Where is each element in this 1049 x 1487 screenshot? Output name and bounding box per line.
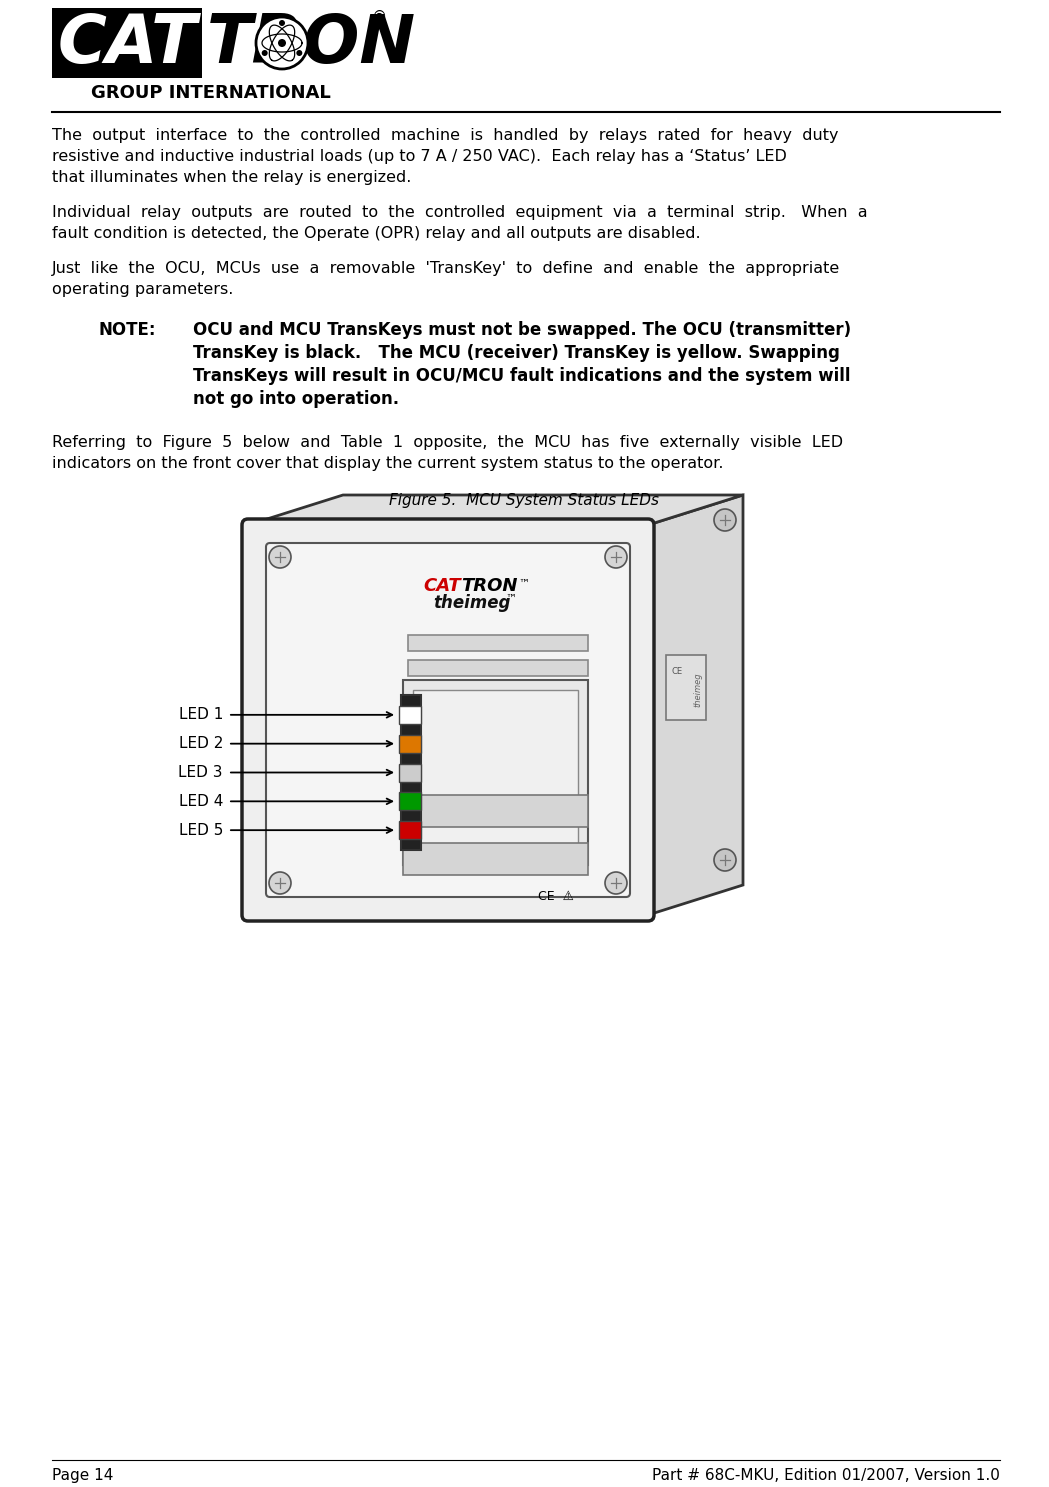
Circle shape xyxy=(269,871,291,894)
Text: Just  like  the  OCU,  MCUs  use  a  removable  'TransKey'  to  define  and  ena: Just like the OCU, MCUs use a removable … xyxy=(52,262,840,277)
Text: that illuminates when the relay is energized.: that illuminates when the relay is energ… xyxy=(52,170,411,184)
Text: NOTE:: NOTE: xyxy=(98,321,155,339)
Bar xyxy=(413,690,578,855)
Text: ®: ® xyxy=(372,10,387,25)
Text: OCU and MCU TransKeys must not be swapped. The OCU (transmitter): OCU and MCU TransKeys must not be swappe… xyxy=(193,321,851,339)
Bar xyxy=(401,694,421,851)
Text: CAT: CAT xyxy=(58,10,197,77)
Text: indicators on the front cover that display the current system status to the oper: indicators on the front cover that displ… xyxy=(52,457,724,471)
Bar xyxy=(399,706,421,724)
Bar xyxy=(399,821,421,839)
Bar xyxy=(399,793,421,810)
Text: operating parameters.: operating parameters. xyxy=(52,283,233,297)
Text: CE: CE xyxy=(671,668,682,677)
Text: GROUP INTERNATIONAL: GROUP INTERNATIONAL xyxy=(91,83,330,103)
Circle shape xyxy=(714,849,736,871)
Text: LED 3: LED 3 xyxy=(178,764,223,781)
Text: LED 5: LED 5 xyxy=(178,822,223,837)
Text: LED 2: LED 2 xyxy=(178,736,223,751)
Text: resistive and inductive industrial loads (up to 7 A / 250 VAC).  Each relay has : resistive and inductive industrial loads… xyxy=(52,149,787,164)
Text: The  output  interface  to  the  controlled  machine  is  handled  by  relays  r: The output interface to the controlled m… xyxy=(52,128,838,143)
Text: CE  ⚠: CE ⚠ xyxy=(538,891,574,903)
Circle shape xyxy=(296,51,302,57)
Circle shape xyxy=(278,39,286,48)
Text: ™: ™ xyxy=(505,593,516,604)
Text: theimeg: theimeg xyxy=(693,672,703,708)
Bar xyxy=(403,843,588,874)
Text: Individual  relay  outputs  are  routed  to  the  controlled  equipment  via  a : Individual relay outputs are routed to t… xyxy=(52,205,868,220)
Circle shape xyxy=(605,546,627,568)
Text: theimeg: theimeg xyxy=(433,593,511,613)
FancyBboxPatch shape xyxy=(266,543,630,897)
Circle shape xyxy=(269,546,291,568)
Text: Figure 5.  MCU System Status LEDs: Figure 5. MCU System Status LEDs xyxy=(389,494,659,509)
Text: TransKeys will result in OCU/MCU fault indications and the system will: TransKeys will result in OCU/MCU fault i… xyxy=(193,367,851,385)
Polygon shape xyxy=(248,495,743,525)
Text: TransKey is black.   The MCU (receiver) TransKey is yellow. Swapping: TransKey is black. The MCU (receiver) Tr… xyxy=(193,343,840,361)
Text: Page 14: Page 14 xyxy=(52,1468,113,1483)
Bar xyxy=(666,654,706,720)
Text: LED 4: LED 4 xyxy=(178,794,223,809)
Circle shape xyxy=(279,19,285,25)
Text: TRON: TRON xyxy=(207,10,416,77)
Text: Part # 68C-MKU, Edition 01/2007, Version 1.0: Part # 68C-MKU, Edition 01/2007, Version… xyxy=(652,1468,1000,1483)
Text: Referring  to  Figure  5  below  and  Table  1  opposite,  the  MCU  has  five  : Referring to Figure 5 below and Table 1 … xyxy=(52,436,843,451)
Bar xyxy=(399,735,421,752)
Bar xyxy=(408,660,588,677)
Text: not go into operation.: not go into operation. xyxy=(193,390,399,407)
FancyBboxPatch shape xyxy=(242,519,654,920)
Text: TRON: TRON xyxy=(461,577,517,595)
Text: CAT: CAT xyxy=(423,577,461,595)
Circle shape xyxy=(261,51,267,57)
Bar xyxy=(403,796,588,827)
Circle shape xyxy=(714,509,736,531)
Circle shape xyxy=(605,871,627,894)
Text: fault condition is detected, the Operate (OPR) relay and all outputs are disable: fault condition is detected, the Operate… xyxy=(52,226,701,241)
Bar xyxy=(52,7,370,77)
Bar xyxy=(403,680,588,865)
Text: LED 1: LED 1 xyxy=(178,708,223,723)
Text: ™: ™ xyxy=(518,578,529,589)
Circle shape xyxy=(256,16,308,68)
Bar xyxy=(408,635,588,651)
Polygon shape xyxy=(648,495,743,915)
Bar xyxy=(399,763,421,782)
Bar xyxy=(202,7,370,77)
